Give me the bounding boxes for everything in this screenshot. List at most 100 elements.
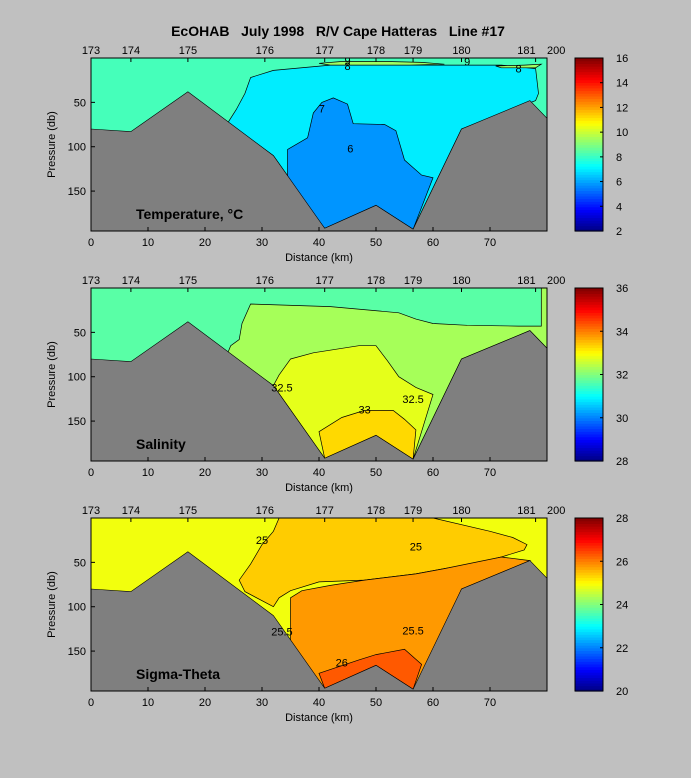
colorbar-tick-label: 8 [616,152,622,164]
contour-label: 32.5 [402,394,423,406]
colorbar-swatch [575,601,603,606]
station-label: 173 [82,275,100,287]
colorbar-tick-label: 36 [616,283,628,295]
colorbar-swatch [575,382,603,386]
colorbar-swatch [575,631,603,635]
contour-band [287,97,434,230]
colorbar-swatch [575,572,603,576]
station-label: 180 [452,505,470,517]
station-label: 174 [122,505,140,517]
figure-title: EcOHAB July 1998 R/V Cape Hatteras Line … [171,23,505,39]
station-label: 175 [179,275,197,287]
x-axis-label: Distance (km) [285,712,353,724]
colorbar-swatch [575,331,603,335]
colorbar-swatch [575,409,603,413]
x-tick-label: 10 [142,697,154,709]
colorbar-tick-label: 14 [616,78,628,90]
colorbar-tick-label: 12 [616,102,628,114]
colorbar-swatch [575,58,603,62]
colorbar-swatch [575,642,603,646]
colorbar-swatch [575,128,603,132]
colorbar-swatch [575,428,603,432]
colorbar: 2 4 6 8 10 12 14 16 [574,53,628,238]
colorbar-swatch [575,618,603,622]
x-tick-label: 0 [88,237,94,249]
y-tick-label: 50 [74,97,86,109]
contour-label: 32.5 [271,382,292,394]
seafloor-terrain [91,551,547,691]
colorbar-tick-label: 26 [616,556,628,568]
station-label: 178 [367,275,385,287]
colorbar-tick-label: 28 [616,456,628,468]
station-label: 200 [547,45,565,57]
contour-label: 25 [256,535,268,547]
colorbar-swatch [575,536,603,541]
station-label: 178 [367,45,385,57]
colorbar-swatch [575,85,603,89]
colorbar-swatch [575,526,603,530]
plot-area: 25 25 25.5 25.5 26 [91,518,547,691]
colorbar-swatch [575,344,603,349]
colorbar-swatch [575,193,603,197]
colorbar-swatch [575,114,603,119]
colorbar-swatch [575,306,603,311]
colorbar-swatch [575,634,603,638]
colorbar-swatch [575,168,603,173]
colorbar-frame [574,57,604,232]
colorbar-swatch [575,688,603,692]
y-tick-label: 100 [68,372,86,384]
x-tick-label: 20 [199,697,211,709]
y-tick-label: 50 [74,557,86,569]
x-tick-label: 10 [142,467,154,479]
colorbar: 20 22 24 26 28 [574,513,628,698]
colorbar-swatch [575,182,603,186]
contour-label: 9 [344,56,350,68]
colorbar-swatch [575,599,603,603]
colorbar-tick-label: 10 [616,127,628,139]
station-label: 181 [517,505,535,517]
contour-label: 26 [336,658,348,670]
colorbar-swatch [575,401,603,405]
colorbar-swatch [575,677,603,681]
colorbar-swatch [575,136,603,140]
colorbar-swatch [575,417,603,422]
colorbar-swatch [575,206,603,210]
colorbar-swatch [575,558,603,562]
colorbar-swatch [575,198,603,202]
colorbar-swatch [575,450,603,454]
panel-3: 25 25 25.5 25.5 26 Sigma-Theta 0 10 20 30 40 50 60 70… [46,505,628,724]
colorbar-swatch [575,682,603,687]
plot-area: 32.5 32.5 33 [91,288,547,461]
colorbar-swatch [575,393,603,397]
colorbar-swatch [575,553,603,557]
colorbar-swatch [575,323,603,327]
station-label: 179 [404,275,422,287]
colorbar-swatch [575,315,603,319]
y-axis-label: Pressure (db) [46,571,58,638]
y-tick-label: 100 [68,602,86,614]
colorbar-swatch [575,596,603,600]
x-tick-label: 50 [370,697,382,709]
colorbar-swatch [575,371,603,376]
colorbar-swatch [575,214,603,219]
colorbar-swatch [575,220,603,224]
colorbar-swatch [575,574,603,579]
colorbar-swatch [575,222,603,227]
colorbar-swatch [575,663,603,668]
colorbar-swatch [575,363,603,367]
x-tick-label: 60 [427,237,439,249]
x-tick-label: 30 [256,467,268,479]
contour-label: 33 [358,405,370,417]
colorbar-swatch [575,442,603,446]
colorbar-swatch [575,63,603,67]
colorbar-swatch [575,201,603,205]
colorbar-swatch [575,620,603,625]
colorbar-swatch [575,130,603,135]
x-tick-label: 70 [484,467,496,479]
contour-label: 9 [464,57,470,69]
colorbar-swatch [575,531,603,535]
colorbar-swatch [575,90,603,94]
station-label: 200 [547,505,565,517]
colorbar-swatch [575,550,603,554]
